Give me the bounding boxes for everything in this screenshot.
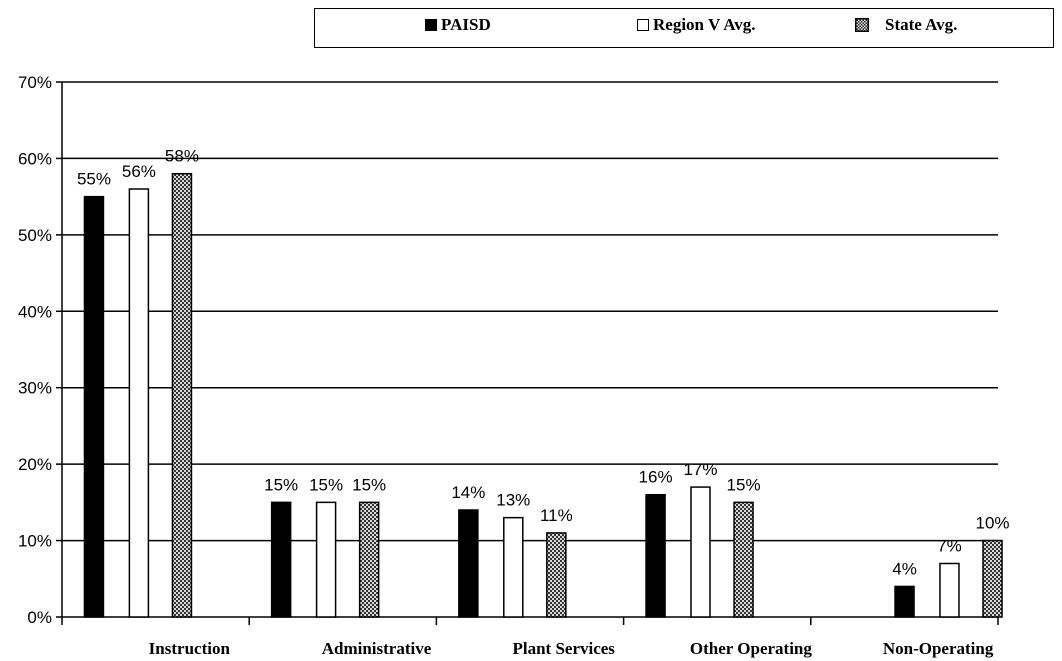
data-label: 55% [77,170,111,189]
y-tick-label: 30% [18,379,52,398]
x-category-label: Instruction [149,639,231,658]
x-category-label: Administrative [322,639,432,658]
bar [733,501,754,618]
data-label: 15% [309,475,343,494]
y-tick-label: 60% [18,149,52,168]
gridlines [62,81,998,542]
bar [690,486,711,618]
legend-item-paisd: PAISD [425,15,491,35]
data-label: 4% [892,559,917,578]
bar [503,516,524,618]
bar [83,195,105,618]
legend-swatch-state [855,18,869,32]
bars [83,172,1003,618]
data-label: 16% [639,468,673,487]
legend-item-region: Region V Avg. [637,15,756,35]
bar [546,532,567,618]
legend: PAISD Region V Avg. State Avg. [314,8,1054,48]
data-label: 15% [727,475,761,494]
legend-label-paisd: PAISD [441,15,491,34]
data-label: 15% [352,475,386,494]
data-label: 14% [451,483,485,502]
legend-label-state: State Avg. [885,15,958,34]
bar [894,585,915,618]
bar [982,539,1003,618]
legend-swatch-paisd [425,19,437,31]
data-label: 13% [496,491,530,510]
y-tick-label: 50% [18,226,52,245]
data-label: 17% [683,460,717,479]
bar [128,188,150,618]
data-label: 11% [540,506,573,525]
x-category-label: Non-Operating [883,639,994,658]
data-label: 56% [122,162,156,181]
y-axis: 0% 10% 20% 30% 40% 50% 60% 70% [18,73,62,627]
y-tick-label: 0% [27,608,52,627]
legend-item-state: State Avg. [855,15,957,35]
data-label: 58% [165,147,199,166]
bar [458,509,479,618]
data-label: 7% [937,537,962,556]
data-labels: 55% 56% 58% 15% 15% 15% 14% 13% 11% 16% 17% 15% 4% 7%… [77,147,1010,579]
y-tick-label: 70% [18,73,52,92]
bar [939,562,960,618]
bar [315,501,337,618]
x-category-label: Other Operating [690,639,812,658]
bar [645,493,666,618]
y-tick-label: 20% [18,455,52,474]
data-label: 15% [264,475,298,494]
bar [171,172,193,618]
y-tick-label: 10% [18,532,52,551]
x-axis: Instruction Administrative Plant Services O… [61,82,999,658]
x-category-label: Plant Services [512,639,615,658]
bar [358,501,380,618]
legend-label-region: Region V Avg. [653,15,756,34]
bar [270,501,292,618]
data-label: 10% [976,514,1010,533]
legend-swatch-region [637,19,649,31]
y-tick-label: 40% [18,302,52,321]
